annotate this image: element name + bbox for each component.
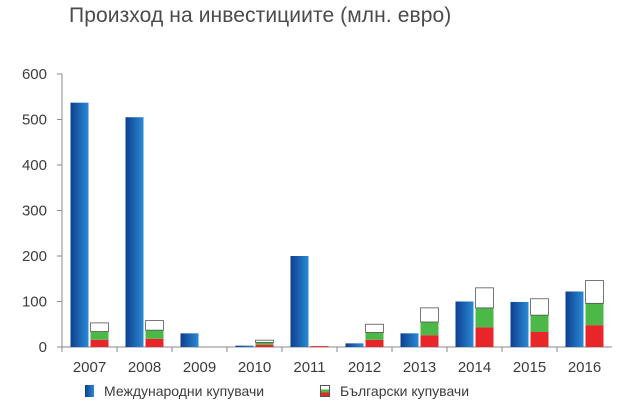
bar-bulgarian-green-2010	[255, 342, 274, 345]
x-tick-label: 2014	[458, 359, 491, 376]
bar-bulgarian-white-2012	[365, 323, 384, 333]
bar-bulgarian-white-2016	[585, 280, 604, 304]
bar-bulgarian-red-2011	[310, 346, 329, 347]
bar-bulgarian-green-2016	[585, 303, 604, 326]
x-tick-label: 2013	[403, 359, 436, 376]
y-tick-label: 500	[22, 112, 47, 129]
bar-bulgarian-red-2014	[475, 327, 494, 347]
bar-bulgarian-green-2015	[530, 315, 549, 332]
chart-title: Произход на инвестициите (млн. евро)	[69, 4, 452, 27]
bar-bulgarian-green-2014	[475, 307, 494, 328]
bars	[70, 102, 604, 347]
x-tick-label: 2011	[293, 359, 325, 376]
bar-international-2011	[290, 256, 309, 347]
y-tick-label: 600	[22, 66, 47, 83]
bar-international-2013	[400, 333, 419, 347]
bar-bulgarian-white-2013	[420, 307, 439, 323]
x-axis: 2007 2008 2009 2010 2011 2012 2013 2014 2015 2016	[61, 346, 612, 376]
bar-international-2007	[70, 102, 89, 347]
bar-international-2014	[455, 301, 474, 347]
legend-bulgarian: Български купувачи	[320, 383, 469, 399]
x-tick-label: 2010	[238, 359, 271, 376]
x-tick-label: 2015	[513, 359, 546, 376]
x-tick-label: 2016	[568, 359, 601, 376]
bar-bulgarian-red-2007	[90, 339, 109, 347]
y-tick-label: 100	[22, 294, 47, 311]
bar-international-2008	[125, 117, 144, 347]
x-tick-label: 2008	[128, 359, 161, 376]
bar-bulgarian-white-2014	[475, 287, 494, 309]
legend-swatch-international	[85, 385, 94, 397]
bar-international-2012	[345, 343, 364, 347]
bar-bulgarian-green-2013	[420, 321, 439, 336]
bar-international-2016	[565, 291, 584, 347]
bar-bulgarian-red-2015	[530, 331, 549, 347]
bar-bulgarian-white-2007	[90, 322, 109, 332]
bar-international-2010	[235, 345, 254, 347]
x-tick-label: 2012	[348, 359, 381, 376]
bar-bulgarian-red-2010	[255, 344, 274, 347]
y-tick-label: 400	[22, 157, 47, 174]
legend-label-bulgarian: Български купувачи	[340, 383, 470, 399]
bar-international-2009	[180, 333, 199, 347]
bar-bulgarian-white-2015	[530, 298, 549, 316]
bar-chart: 0 100 200 300 400 500 600 2007 2008 2009 2010 2011…	[22, 66, 612, 376]
bar-international-2015	[510, 301, 529, 347]
x-tick-label: 2009	[183, 359, 216, 376]
legend-swatch-bulgarian	[320, 385, 330, 397]
bar-bulgarian-red-2013	[420, 335, 439, 347]
bar-bulgarian-green-2012	[365, 332, 384, 340]
bar-bulgarian-white-2010	[255, 339, 274, 343]
y-tick-label: 300	[22, 203, 47, 220]
bar-bulgarian-red-2008	[145, 338, 164, 347]
bar-bulgarian-white-2008	[145, 320, 164, 331]
y-axis: 0 100 200 300 400 500 600	[22, 66, 63, 356]
bar-bulgarian-green-2007	[90, 331, 109, 340]
y-tick-label: 0	[39, 339, 47, 356]
legend-label-international: Международни купувачи	[104, 383, 265, 399]
bar-bulgarian-red-2012	[365, 339, 384, 347]
legend-international: Международни купувачи	[85, 383, 264, 399]
bar-bulgarian-red-2016	[585, 325, 604, 347]
x-tick-label: 2007	[73, 359, 106, 376]
bar-bulgarian-green-2008	[145, 330, 164, 339]
y-tick-label: 200	[22, 248, 47, 265]
